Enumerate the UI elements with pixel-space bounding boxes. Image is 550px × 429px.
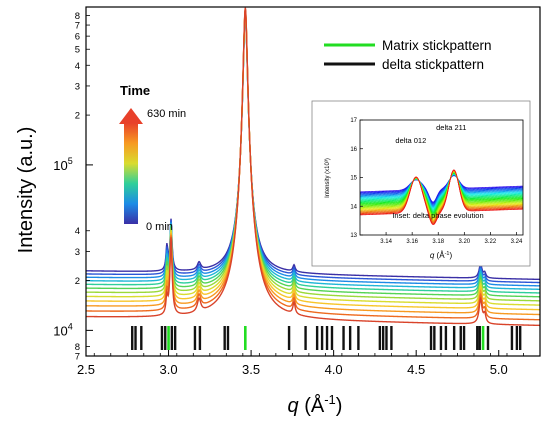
inset-x-tick-label: 3.18 <box>432 239 444 245</box>
inset-y-axis-label: Intensity (x10³) <box>325 158 331 198</box>
inset-series-22 <box>360 170 523 221</box>
inset-series-14 <box>360 172 523 215</box>
inset-series-group <box>360 169 523 226</box>
y-minor-tick-label: 5 <box>75 45 80 56</box>
time-colorbar: Time 630 min 0 min <box>119 83 186 233</box>
inset-series-23 <box>360 170 523 222</box>
y-minor-tick-label: 4 <box>75 61 80 72</box>
diffraction-series-1 <box>86 13 540 284</box>
colorbar-arrow-head <box>119 108 143 124</box>
inset-series-19 <box>360 171 523 219</box>
diffraction-series-4 <box>86 11 540 294</box>
y-minor-tick-label: 6 <box>75 32 80 43</box>
y-minor-tick-label: 4 <box>75 226 80 237</box>
inset-y-tick-label: 13 <box>350 233 357 239</box>
colorbar-title: Time <box>120 83 150 98</box>
y-minor-tick-label: 3 <box>75 81 80 92</box>
inset-series-7 <box>360 173 523 209</box>
inset-peak-label-012: delta 012 <box>395 136 426 145</box>
inset-y-tick-label: 15 <box>350 176 357 182</box>
inset-series-15 <box>360 172 523 215</box>
inset-series-20 <box>360 170 523 220</box>
colorbar-min-label: 0 min <box>146 221 173 233</box>
inset-series-26 <box>360 169 523 225</box>
y-axis-label: Intensity (a.u.) <box>15 127 37 254</box>
inset-title: Inset: delta phase evolution <box>392 211 483 220</box>
inset-y-tick-label: 16 <box>350 147 357 153</box>
x-tick-label: 3.5 <box>242 362 260 377</box>
inset-series-0 <box>360 175 523 203</box>
main-plot-frame <box>85 6 541 357</box>
diffraction-series-0 <box>86 14 540 281</box>
x-axis-label: q (Å-1) <box>288 392 343 417</box>
diffraction-series-2 <box>86 12 540 287</box>
inset-panel: 3.14 3.16 3.18 3.20 3.22 3.24 13 14 15 16 17 Inten… <box>311 100 531 267</box>
legend-label-delta: delta stickpattern <box>382 57 484 72</box>
inset-series-3 <box>360 174 523 205</box>
inset-series-17 <box>360 171 523 217</box>
inset-series-16 <box>360 171 523 216</box>
inset-series-21 <box>360 170 523 221</box>
diffraction-series-5 <box>86 11 540 298</box>
y-minor-tick-label: 2 <box>75 276 80 287</box>
x-tick-label: 4.5 <box>407 362 425 377</box>
inset-series-6 <box>360 173 523 208</box>
diffraction-series-10 <box>86 8 540 321</box>
y-minor-tick-label: 2 <box>75 111 80 122</box>
inset-series-5 <box>360 174 523 207</box>
inset-x-axis-label: q (Å-1) <box>430 251 453 260</box>
diffraction-series-6 <box>86 10 540 302</box>
colorbar-max-label: 630 min <box>147 108 186 120</box>
y-minor-tick-label: 8 <box>75 11 80 22</box>
inset-series-9 <box>360 173 523 210</box>
diffraction-series-9 <box>86 8 540 316</box>
y-minor-tick-label: 3 <box>75 247 80 258</box>
inset-series-27 <box>360 169 523 226</box>
inset-y-tick-label: 14 <box>350 204 357 210</box>
inset-series-25 <box>360 169 523 224</box>
inset-series-11 <box>360 172 523 212</box>
diffraction-series-7 <box>86 9 540 306</box>
inset-series-13 <box>360 172 523 214</box>
inset-y-tick-label: 17 <box>350 118 357 124</box>
inset-series-18 <box>360 171 523 218</box>
stick-pattern-group <box>131 326 522 350</box>
x-tick-label: 5.0 <box>490 362 508 377</box>
y-minor-tick-label: 8 <box>75 342 80 353</box>
x-tick-label: 3.0 <box>160 362 178 377</box>
inset-peak-label-211: delta 211 <box>436 123 466 132</box>
inset-x-tick-label: 3.22 <box>485 239 497 245</box>
inset-axes-group: 3.14 3.16 3.18 3.20 3.22 3.24 13 14 15 16 17 <box>350 118 523 245</box>
inset-x-tick-label: 3.14 <box>380 239 392 245</box>
y-major-tick-label: 105 <box>53 156 72 173</box>
inset-x-tick-label: 3.20 <box>458 239 470 245</box>
x-tick-label: 2.5 <box>77 362 95 377</box>
main-series-group <box>86 7 540 327</box>
inset-series-4 <box>360 174 523 206</box>
inset-series-8 <box>360 173 523 210</box>
inset-series-12 <box>360 172 523 213</box>
colorbar-gradient <box>124 123 138 224</box>
inset-x-tick-label: 3.16 <box>406 239 418 245</box>
inset-x-tick-label: 3.24 <box>511 239 523 245</box>
y-minor-tick-label: 7 <box>75 352 80 363</box>
diffraction-series-11 <box>86 7 540 327</box>
y-minor-tick-label: 7 <box>75 21 80 32</box>
diffraction-series-3 <box>86 12 540 291</box>
inset-series-24 <box>360 170 523 223</box>
x-tick-label: 4.0 <box>325 362 343 377</box>
legend-label-matrix: Matrix stickpattern <box>382 38 492 53</box>
y-major-tick-label: 104 <box>53 321 72 338</box>
inset-series-1 <box>360 175 523 204</box>
diffraction-series-8 <box>86 9 540 311</box>
legend: Matrix stickpattern delta stickpattern <box>324 38 492 72</box>
inset-series-2 <box>360 174 523 205</box>
inset-series-10 <box>360 173 523 211</box>
